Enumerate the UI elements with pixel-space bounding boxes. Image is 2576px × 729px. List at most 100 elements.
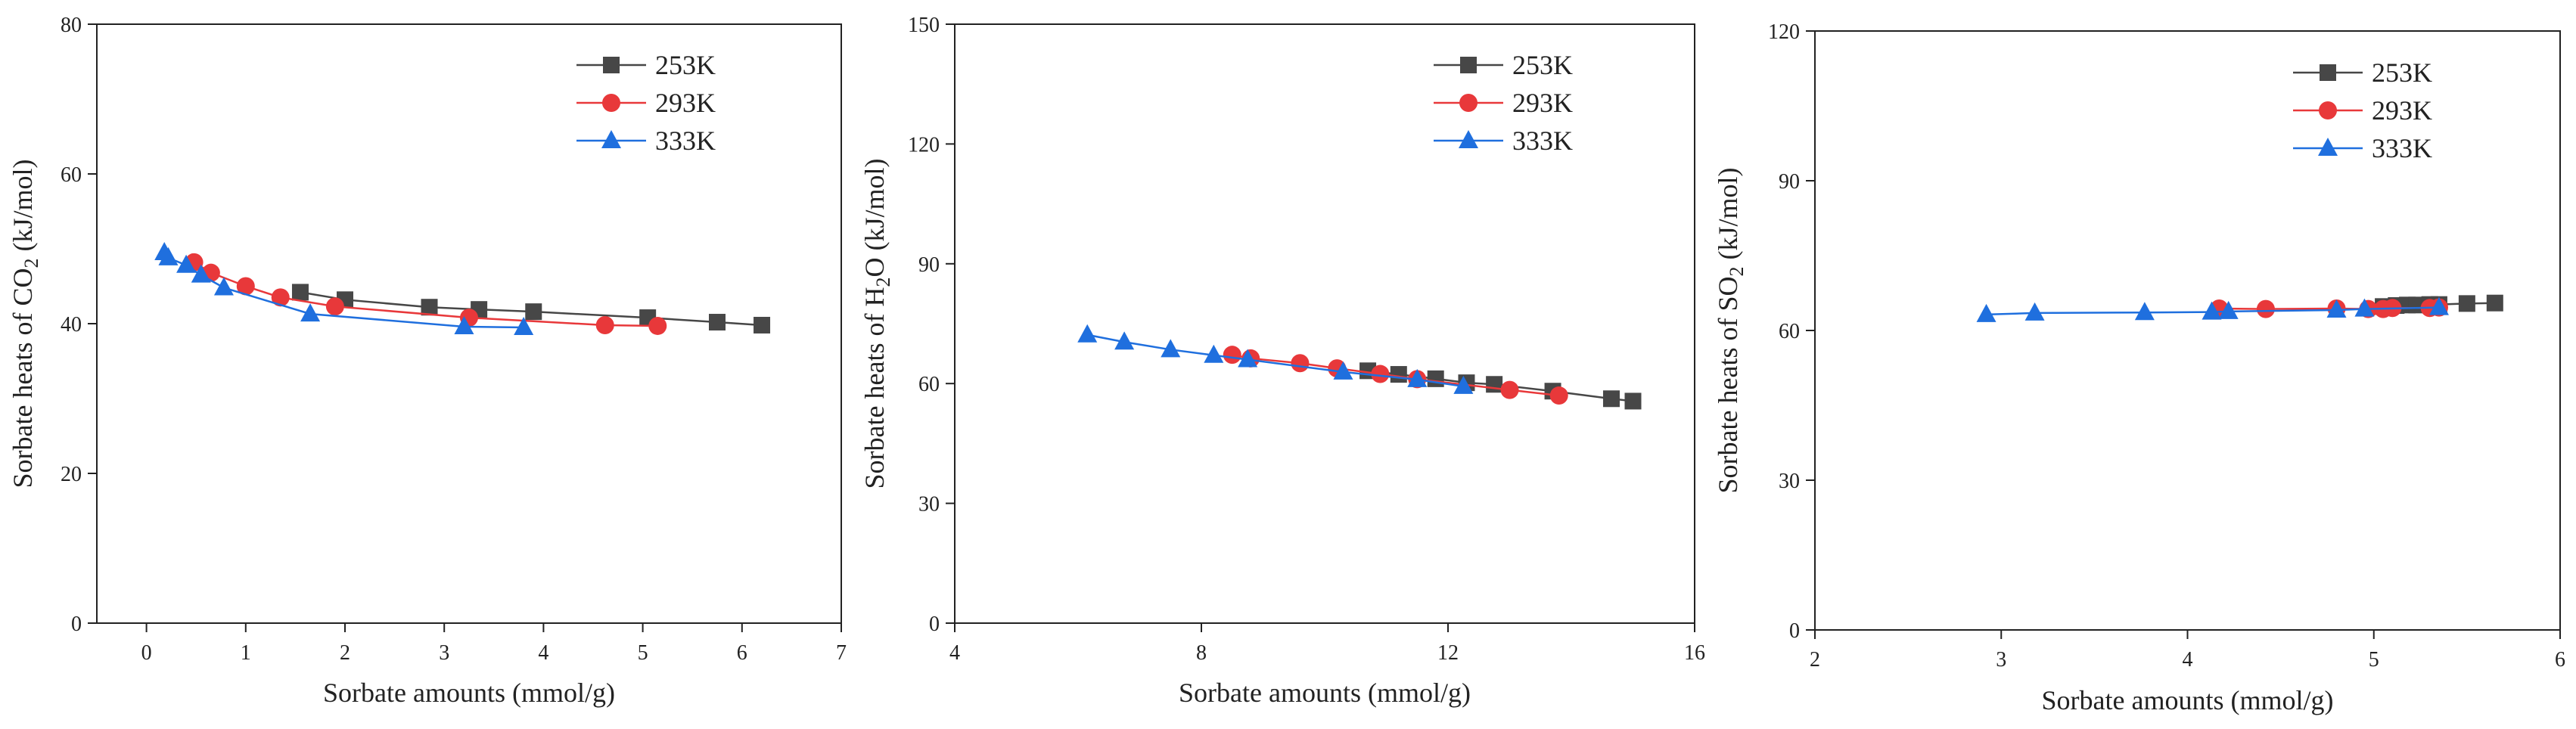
legend: 253K 293K 333K [576, 50, 716, 156]
data-point [1238, 349, 1258, 368]
data-point [754, 316, 771, 333]
legend: 253K 293K 333K [1434, 50, 1573, 156]
series-333K [1976, 296, 2449, 322]
data-point [2354, 298, 2375, 317]
y-tick-label: 150 [908, 14, 940, 37]
data-point [1333, 361, 1353, 380]
data-point [213, 277, 234, 296]
legend-marker [602, 94, 620, 112]
legend-marker [1460, 57, 1477, 73]
y-tick-label: 80 [61, 14, 82, 37]
legend: 253K 293K 333K [2293, 57, 2432, 163]
data-point [1114, 331, 1135, 350]
x-tick-label: 7 [836, 641, 847, 665]
data-point [1500, 380, 1519, 399]
data-point [2458, 295, 2475, 312]
data-point [1602, 390, 1620, 408]
data-point [1390, 366, 1407, 383]
x-tick-label: 12 [1437, 641, 1459, 665]
legend-label: 333K [655, 126, 716, 156]
chart-h2o: 4 8 12 16 0 30 60 90 120 150 Sorbate amounts (mmol… [859, 14, 1705, 708]
x-tick-label: 16 [1684, 641, 1705, 665]
series-line [1086, 333, 1464, 388]
data-point [1291, 354, 1310, 373]
data-point [2202, 301, 2222, 320]
series-333K [154, 241, 534, 335]
legend-label: 333K [2372, 133, 2432, 163]
data-point [1371, 364, 1390, 383]
y-tick-label: 90 [1779, 170, 1800, 194]
chart-co2: 0 1 2 3 4 5 6 7 0 20 40 60 80 Sorbate amounts (mmol/g… [8, 14, 847, 708]
data-point [271, 288, 290, 307]
data-point [1077, 324, 1098, 343]
x-axis-title: Sorbate amounts (mmol/g) [323, 678, 615, 708]
data-point [158, 247, 179, 265]
y-tick-label: 120 [1768, 20, 1800, 44]
legend-marker [1459, 94, 1478, 112]
data-point [2486, 294, 2503, 312]
x-tick-label: 2 [340, 641, 350, 665]
series-line [300, 291, 763, 327]
data-point [2134, 302, 2155, 321]
series-293K [185, 253, 667, 335]
y-axis-title: Sorbate heats of SO2 (kJ/mol) [1713, 168, 1748, 494]
data-point [1486, 376, 1503, 393]
data-point [1427, 370, 1444, 387]
data-point [191, 264, 211, 283]
legend-marker [1459, 130, 1478, 148]
legend-marker [601, 130, 621, 148]
y-tick-label: 120 [908, 133, 940, 157]
x-tick-label: 3 [1996, 648, 2006, 672]
data-point [2326, 299, 2347, 318]
series-253K [1359, 362, 1642, 410]
data-point [1407, 368, 1428, 387]
x-tick-label: 4 [538, 641, 548, 665]
plot-frame [1814, 30, 2561, 631]
x-tick-label: 5 [2369, 648, 2379, 672]
data-point [421, 299, 438, 316]
y-axis-title: Sorbate heats of CO2 (kJ/mol) [8, 160, 42, 489]
x-axis-title: Sorbate amounts (mmol/g) [1179, 678, 1471, 708]
x-tick-label: 2 [1810, 648, 1820, 672]
legend-label: 293K [655, 88, 716, 118]
data-point [1453, 375, 1474, 394]
legend-marker [2319, 101, 2337, 119]
y-tick-label: 90 [918, 253, 940, 277]
x-tick-label: 3 [439, 641, 449, 665]
data-point [454, 315, 474, 334]
x-axis-title: Sorbate amounts (mmol/g) [2042, 685, 2334, 715]
legend-label: 293K [2372, 95, 2432, 126]
x-tick-label: 6 [737, 641, 747, 665]
x-tick-label: 0 [141, 641, 152, 665]
x-tick-label: 5 [638, 641, 648, 665]
data-point [514, 316, 534, 335]
y-tick-label: 0 [1789, 619, 1800, 643]
legend-label: 253K [655, 50, 716, 80]
y-tick-label: 0 [71, 613, 82, 636]
data-point [648, 316, 667, 335]
y-tick-label: 40 [61, 313, 82, 337]
y-tick-label: 30 [918, 493, 940, 517]
x-tick-label: 1 [241, 641, 251, 665]
data-point [525, 303, 542, 321]
legend-marker [2318, 138, 2338, 156]
data-point [236, 277, 255, 296]
legend-marker [2320, 64, 2336, 81]
data-point [1976, 303, 1996, 322]
x-tick-label: 6 [2555, 648, 2565, 672]
x-tick-label: 8 [1196, 641, 1207, 665]
legend-label: 333K [1512, 126, 1573, 156]
data-point [2024, 302, 2045, 321]
series-line [193, 261, 658, 327]
series-333K [1077, 324, 1474, 394]
data-point [1161, 339, 1181, 358]
y-axis-title: Sorbate heats of H2O (kJ/mol) [859, 159, 894, 489]
data-point [1204, 344, 1224, 363]
data-point [1223, 346, 1241, 364]
data-point [300, 303, 321, 322]
legend-label: 293K [1512, 88, 1573, 118]
x-tick-label: 4 [2183, 648, 2193, 672]
y-tick-label: 20 [61, 463, 82, 486]
